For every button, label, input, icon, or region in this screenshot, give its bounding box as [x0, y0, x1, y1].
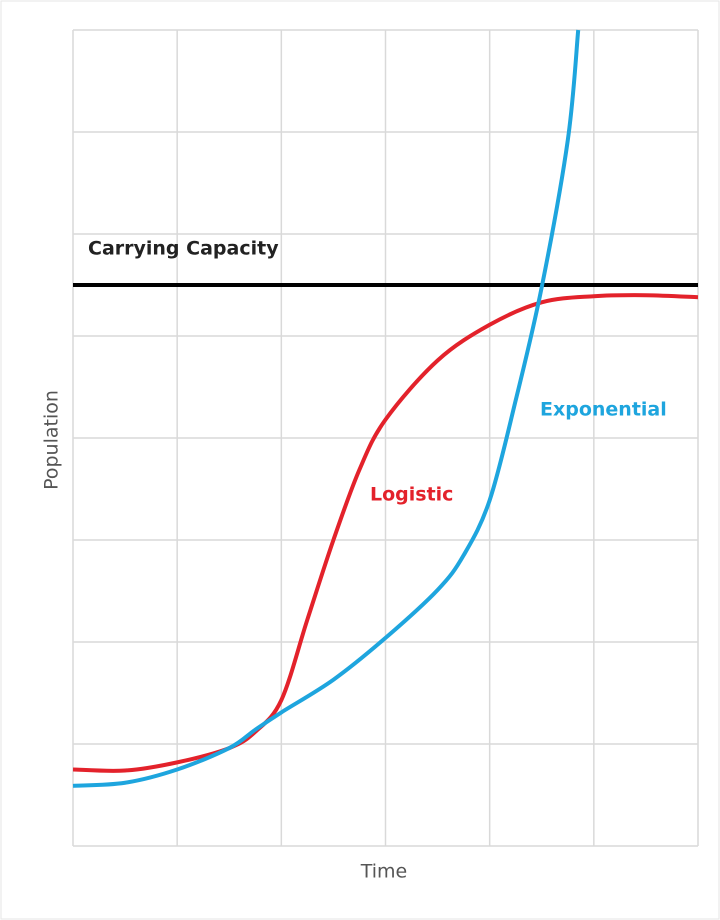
series-label: Logistic [370, 484, 453, 506]
series-label: Exponential [540, 399, 667, 421]
line-series [72, 293, 699, 773]
carrying-capacity-label: Carrying Capacity [88, 238, 279, 260]
line-series [72, 29, 581, 788]
y-axis-label: Population [41, 390, 63, 490]
x-axis-label: Time [360, 861, 408, 883]
